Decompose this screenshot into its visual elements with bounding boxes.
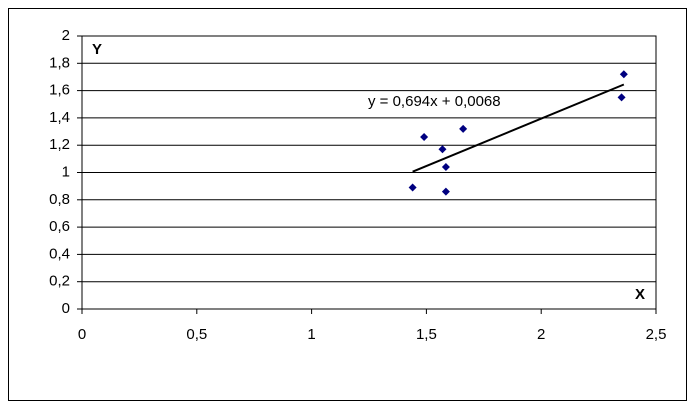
x-tick-label: 0 — [78, 326, 86, 343]
trendline — [412, 83, 625, 173]
x-tick-label: 0,5 — [186, 326, 207, 343]
y-tick-label: 2 — [62, 27, 70, 44]
y-tick-label: 0,2 — [49, 273, 70, 290]
y-tick-label: 0 — [62, 300, 70, 317]
point — [420, 133, 429, 142]
y-tick-label: 1,2 — [49, 136, 70, 153]
x-tick-label: 1 — [307, 326, 315, 343]
y-tick-label: 1,8 — [49, 54, 70, 71]
point — [459, 124, 468, 133]
point — [408, 183, 417, 192]
y-tick-label: 1,4 — [49, 109, 70, 126]
x-tick-label: 2 — [537, 326, 545, 343]
x-tick-label: 2,5 — [646, 326, 667, 343]
x-axis-label: X — [635, 286, 645, 303]
point — [617, 93, 626, 102]
point — [619, 70, 628, 79]
y-axis-label: Y — [92, 41, 102, 58]
y-tick-label: 0,8 — [49, 191, 70, 208]
chart-border — [8, 8, 687, 401]
x-tick-label: 1,5 — [416, 326, 437, 343]
y-tick-label: 1,6 — [49, 82, 70, 99]
y-tick-label: 1 — [62, 163, 70, 180]
y-tick-label: 0,6 — [49, 218, 70, 235]
point — [438, 145, 447, 154]
y-tick-label: 0,4 — [49, 245, 70, 262]
plot-area — [81, 35, 657, 310]
point — [441, 163, 450, 172]
point — [441, 187, 450, 196]
trendline-label: y = 0,694x + 0,0068 — [368, 93, 501, 110]
